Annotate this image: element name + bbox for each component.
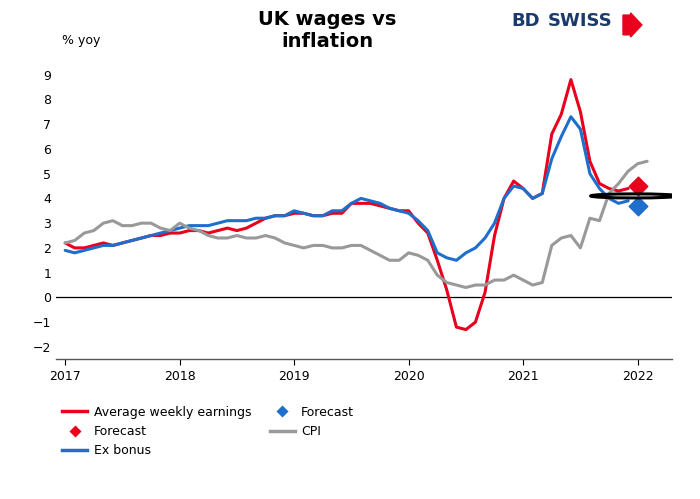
Point bbox=[632, 182, 643, 190]
Text: BD: BD bbox=[511, 12, 540, 30]
Legend: Average weekly earnings, Forecast, Ex bonus, Forecast, CPI: Average weekly earnings, Forecast, Ex bo… bbox=[62, 406, 354, 457]
Point bbox=[632, 202, 643, 210]
Text: % yoy: % yoy bbox=[62, 34, 101, 47]
Text: UK wages vs
inflation: UK wages vs inflation bbox=[258, 9, 396, 51]
Text: SWISS: SWISS bbox=[547, 12, 612, 30]
